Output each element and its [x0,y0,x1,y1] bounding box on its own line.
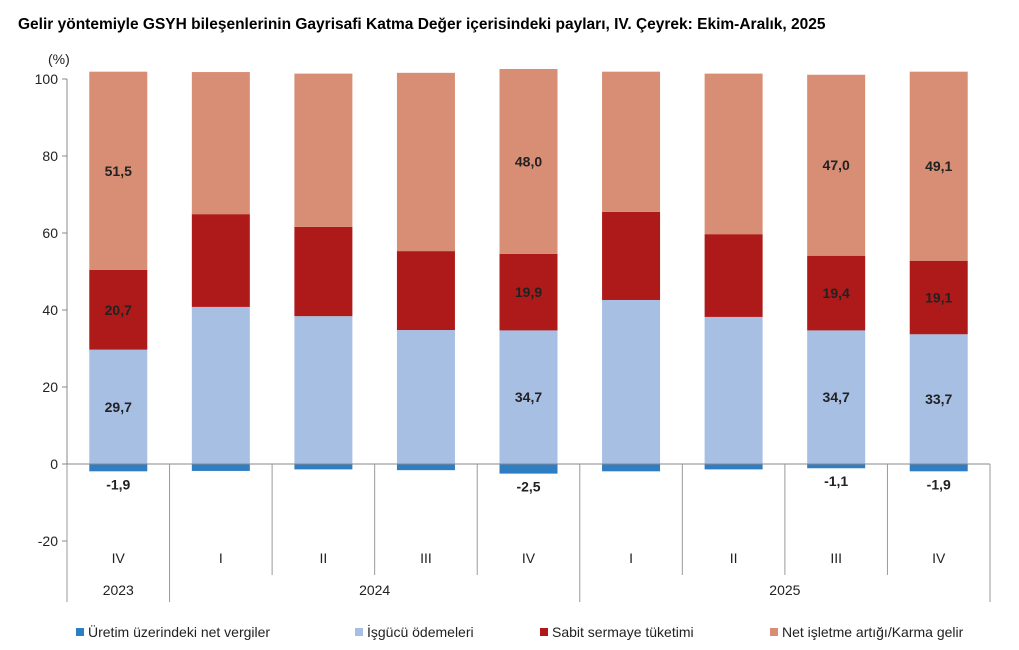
data-label: 29,7 [105,399,132,415]
y-tick-label: 60 [42,225,58,241]
x-tick-label: IV [522,550,536,566]
y-tick-label: 0 [50,456,58,472]
x-tick-label: II [319,550,327,566]
bar-segment [294,226,353,317]
bar-segment [909,464,968,472]
x-tick-label: IV [112,550,126,566]
x-tick-label: IV [932,550,946,566]
data-label: 47,0 [823,157,850,173]
bar-segment [294,316,353,464]
data-label: 20,7 [105,302,132,318]
bar-segment [499,68,558,254]
data-label: 49,1 [925,158,952,174]
legend-swatch [770,628,778,636]
data-label: 51,5 [105,163,132,179]
bar-segment [89,464,148,472]
y-tick-label: 80 [42,148,58,164]
legend-label: Üretim üzerindeki net vergiler [88,623,270,640]
bar-segment [294,73,353,227]
bar-segment [499,330,558,464]
bar-segment [704,464,763,470]
data-label: 33,7 [925,391,952,407]
bar-segment [396,251,455,331]
data-label: 19,9 [515,284,542,300]
data-label: 48,0 [515,153,542,169]
bar-segment [191,464,250,471]
data-label: 34,7 [823,389,850,405]
data-label: -2,5 [516,479,540,495]
bar-segment [191,214,250,307]
data-label: -1,9 [106,476,130,492]
legend-label: Net işletme artığı/Karma gelir [782,624,964,640]
x-tick-label: I [629,550,633,566]
bar-segment [807,255,866,331]
bar-segment [602,464,661,472]
year-label: 2023 [103,582,134,598]
x-tick-label: I [219,550,223,566]
data-label: -1,1 [824,473,848,489]
chart-title: Gelir yöntemiyle GSYH bileşenlerinin Gay… [18,16,826,33]
bar-segment [807,464,866,469]
year-label: 2025 [769,582,800,598]
bar-segment [704,316,763,464]
bar-segment [89,269,148,350]
bar-segment [602,71,661,212]
y-tick-label: -20 [38,533,58,549]
y-axis-unit: (%) [48,51,70,67]
legend-swatch [540,628,548,636]
bar-segment [909,260,968,335]
legend-label: Sabit sermaye tüketimi [552,624,694,640]
legend-label: İşgücü ödemeleri [367,623,474,640]
bar-segment [294,464,353,470]
legend-swatch [355,628,363,636]
data-label: 19,4 [823,285,850,301]
bar-segment [499,464,558,474]
bar-segment [396,72,455,252]
data-label: -1,9 [927,476,951,492]
bar-segment [396,330,455,464]
x-tick-label: III [420,550,432,566]
bar-segment [499,253,558,331]
bar-segment [704,234,763,317]
bar-segment [191,306,250,464]
y-tick-label: 40 [42,302,58,318]
bar-segment [909,334,968,464]
x-tick-label: III [830,550,842,566]
bar-segment [704,73,763,235]
bar-segment [807,330,866,464]
bar-segment [89,349,148,464]
bar-segment [396,464,455,471]
bar-segment [602,211,661,300]
year-label: 2024 [359,582,390,598]
data-label: 19,1 [925,289,952,305]
y-tick-label: 100 [35,71,59,87]
bar-segment [602,299,661,464]
bar-segment [191,72,250,215]
bar-segment [909,71,968,261]
y-tick-label: 20 [42,379,58,395]
x-tick-label: II [730,550,738,566]
bar-segment [807,74,866,256]
legend-swatch [76,628,84,636]
bar-segment [89,71,148,270]
data-label: 34,7 [515,389,542,405]
